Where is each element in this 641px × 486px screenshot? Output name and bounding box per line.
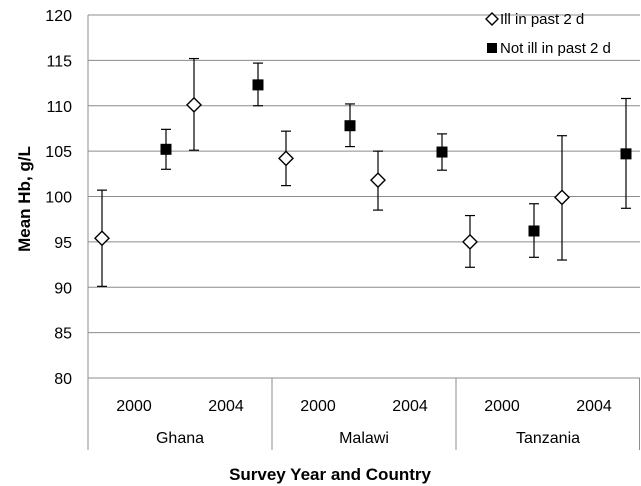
y-tick-label: 120 <box>45 8 72 25</box>
y-tick-label: 90 <box>54 280 72 297</box>
legend: Ill in past 2 d Not ill in past 2 d <box>485 11 611 57</box>
legend-marker-diamond <box>485 12 499 26</box>
legend-item-not-ill: Not ill in past 2 d <box>487 40 611 57</box>
data-point-ill <box>94 230 110 247</box>
x-year-label: 2000 <box>300 398 336 415</box>
data-point-not-ill <box>436 146 448 158</box>
data-point-not-ill <box>344 120 356 132</box>
x-year-label: 2004 <box>576 398 612 415</box>
y-tick-label: 115 <box>46 53 72 70</box>
data-point-ill <box>554 189 570 206</box>
x-country-label: Tanzania <box>516 430 580 447</box>
data-point-ill <box>370 172 386 189</box>
x-country-label: Ghana <box>156 430 204 447</box>
legend-item-ill: Ill in past 2 d <box>485 11 584 28</box>
data-markers <box>94 79 632 250</box>
y-tick-label: 110 <box>46 99 72 116</box>
data-point-not-ill <box>528 225 540 237</box>
data-point-ill <box>278 150 294 167</box>
x-year-label: 2000 <box>484 398 520 415</box>
data-point-not-ill <box>160 143 172 155</box>
legend-label-ill: Ill in past 2 d <box>500 11 584 28</box>
x-country-label: Malawi <box>339 430 389 447</box>
x-year-label: 2004 <box>208 398 244 415</box>
y-tick-label: 100 <box>45 190 72 207</box>
x-year-label: 2000 <box>116 398 152 415</box>
data-point-ill <box>462 233 478 250</box>
x-year-label: 2004 <box>392 398 428 415</box>
gridlines <box>88 14 640 379</box>
legend-marker-square <box>487 43 497 53</box>
y-tick-label: 95 <box>54 235 72 252</box>
axes <box>87 15 640 450</box>
data-point-not-ill <box>620 148 632 160</box>
data-point-not-ill <box>252 79 264 91</box>
data-point-ill <box>186 96 202 113</box>
error-bars <box>97 57 631 287</box>
y-tick-label: 80 <box>54 371 72 388</box>
y-tick-label: 105 <box>45 144 72 161</box>
legend-label-not-ill: Not ill in past 2 d <box>500 40 611 57</box>
x-axis-title: Survey Year and Country <box>229 465 431 484</box>
y-axis-title: Mean Hb, g/L <box>15 146 34 252</box>
y-tick-label: 85 <box>54 326 72 343</box>
y-tick-labels: 80 85 90 95 100 105 110 115 120 <box>45 8 72 388</box>
